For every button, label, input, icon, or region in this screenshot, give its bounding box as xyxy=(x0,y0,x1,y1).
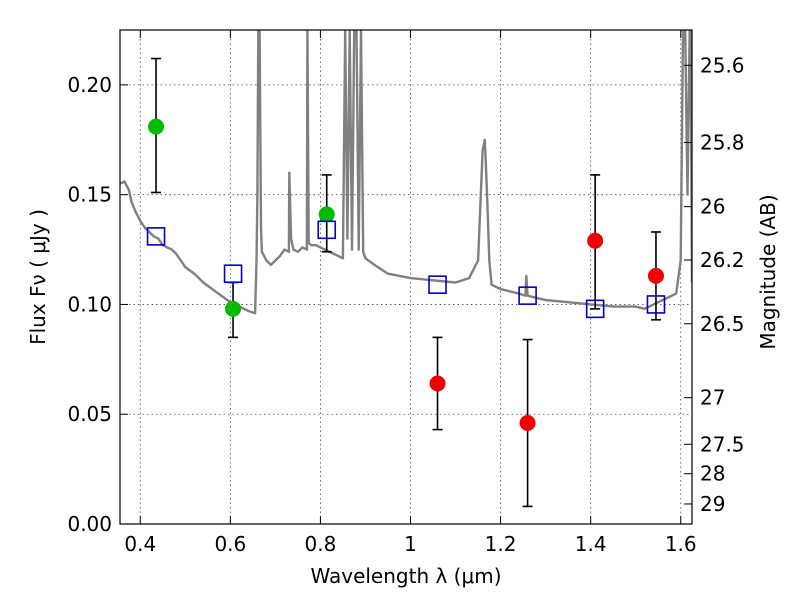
model-point xyxy=(223,264,243,284)
data-point xyxy=(519,415,536,432)
data-point xyxy=(318,206,335,223)
x-tick-label: 1.2 xyxy=(485,532,517,556)
x-tick-label: 0.8 xyxy=(305,532,337,556)
y2-tick-label: 25.8 xyxy=(700,130,745,154)
data-markers xyxy=(146,118,666,432)
y2-axis-label: Magnitude (AB) xyxy=(756,194,780,349)
y2-tick-label: 26.5 xyxy=(700,312,745,336)
x-tick-label: 1.4 xyxy=(575,532,607,556)
y-tick-label: 0.20 xyxy=(67,73,112,97)
data-point xyxy=(148,118,165,135)
axis-ticks xyxy=(120,30,692,525)
y-axis-label: Flux Fν ( μJy ) xyxy=(26,209,50,345)
model-point xyxy=(646,295,666,314)
model-point xyxy=(146,227,166,246)
plot-frame xyxy=(119,29,693,525)
y2-tick-label: 27 xyxy=(700,386,725,410)
y2-tick-label: 25.6 xyxy=(700,53,745,77)
y2-tick-label: 28 xyxy=(700,462,725,486)
x-tick-label: 0.6 xyxy=(214,532,246,556)
x-tick-label: 0.4 xyxy=(124,532,156,556)
x-axis-label: Wavelength λ (μm) xyxy=(310,564,501,588)
data-point xyxy=(647,267,664,284)
tick-labels: 0.4 0.6 0.8 1 1.2 1.4 1.6 0.00 0.05 0.10 0.15 0.20 2… xyxy=(67,53,744,556)
y-tick-label: 0.10 xyxy=(67,292,112,316)
model-point xyxy=(428,275,447,294)
data-point xyxy=(429,375,446,392)
model-point xyxy=(518,286,537,305)
y-tick-label: 0.05 xyxy=(67,402,112,426)
x-tick-label: 1 xyxy=(404,532,417,556)
y2-tick-label: 29 xyxy=(700,492,725,516)
model-spectrum xyxy=(120,30,692,315)
data-point xyxy=(225,300,242,317)
y2-tick-label: 26.2 xyxy=(700,248,745,272)
x-tick-label: 1.6 xyxy=(665,532,697,556)
model-point xyxy=(317,220,337,240)
data-point xyxy=(587,232,604,249)
y-tick-label: 0.00 xyxy=(67,512,112,536)
y2-tick-label: 27.5 xyxy=(700,432,745,456)
y-tick-label: 0.15 xyxy=(67,183,112,207)
model-point xyxy=(585,299,605,319)
y2-tick-label: 26 xyxy=(700,195,725,219)
spectrum-line xyxy=(120,30,692,315)
